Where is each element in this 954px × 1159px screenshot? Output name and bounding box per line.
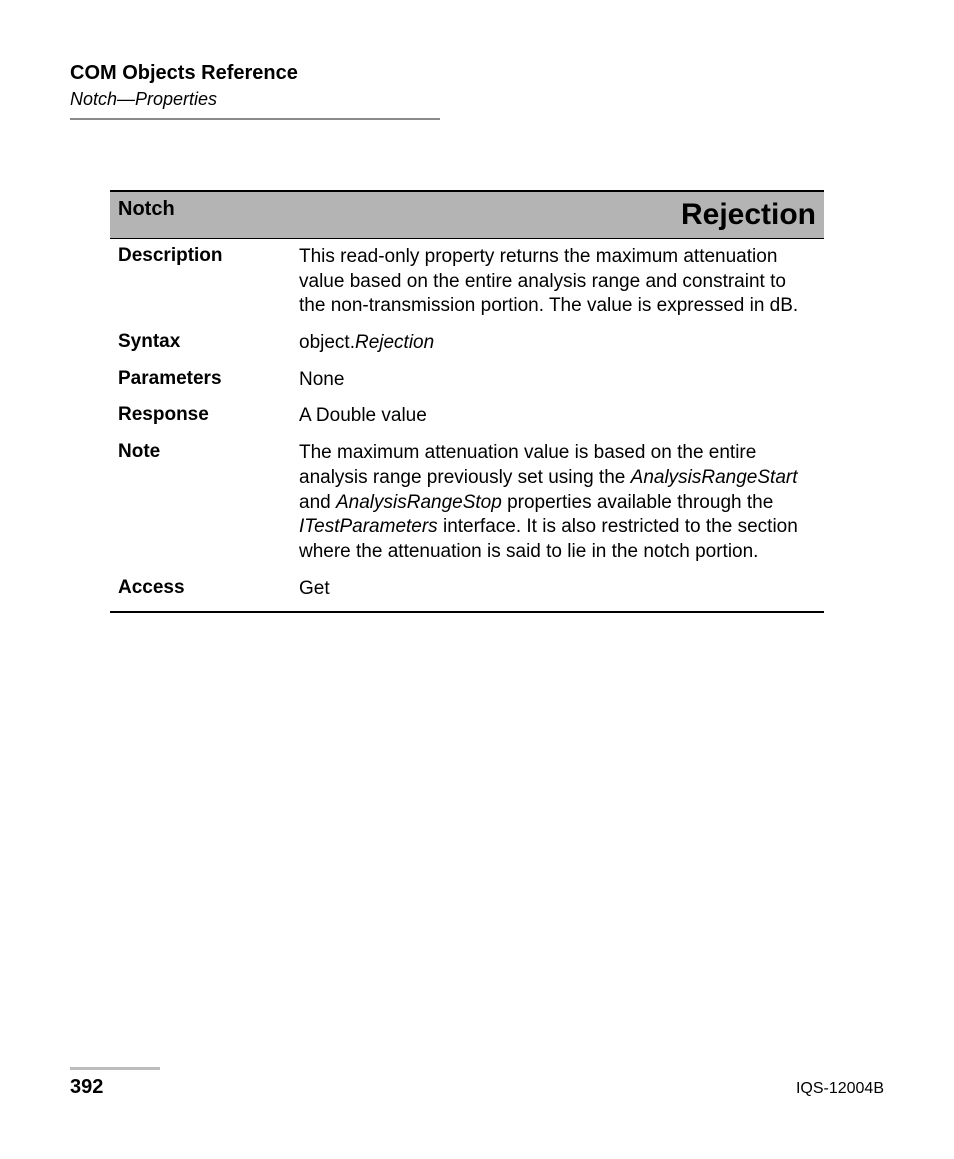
table-head-class: Notch [110,191,291,239]
chapter-title: COM Objects Reference [70,62,884,85]
footer-row: 392 IQS-12004B [70,1076,884,1099]
row-access: Access Get [110,571,824,613]
value-response: A Double value [291,398,824,435]
label-syntax: Syntax [110,325,291,362]
table-header-row: Notch Rejection [110,191,824,239]
syntax-prefix: object. [299,332,355,353]
value-parameters: None [291,362,824,399]
footer-rule [70,1067,160,1070]
note-italic-analysisrangestop: AnalysisRangeStop [336,492,502,513]
property-table: Notch Rejection Description This read-on… [110,190,824,613]
page-number: 392 [70,1076,103,1099]
header-rule [70,118,440,120]
table-head-property: Rejection [291,191,824,239]
note-italic-analysisrangestart: AnalysisRangeStart [631,467,798,488]
note-seg2: and [299,492,336,513]
row-response: Response A Double value [110,398,824,435]
section-subtitle: Notch—Properties [70,89,884,110]
syntax-property-name: Rejection [355,332,434,353]
note-italic-itestparameters: ITestParameters [299,516,438,537]
label-access: Access [110,571,291,613]
label-note: Note [110,435,291,570]
row-parameters: Parameters None [110,362,824,399]
row-note: Note The maximum attenuation value is ba… [110,435,824,570]
page-footer: 392 IQS-12004B [70,1067,884,1099]
value-access: Get [291,571,824,613]
row-syntax: Syntax object.Rejection [110,325,824,362]
value-syntax: object.Rejection [291,325,824,362]
row-description: Description This read-only property retu… [110,239,824,326]
page-header: COM Objects Reference Notch—Properties [70,62,884,120]
document-page: COM Objects Reference Notch—Properties N… [0,0,954,1159]
value-description: This read-only property returns the maxi… [291,239,824,326]
label-description: Description [110,239,291,326]
value-note: The maximum attenuation value is based o… [291,435,824,570]
note-seg3: properties available through the [502,492,773,513]
label-response: Response [110,398,291,435]
label-parameters: Parameters [110,362,291,399]
document-id: IQS-12004B [796,1080,884,1098]
